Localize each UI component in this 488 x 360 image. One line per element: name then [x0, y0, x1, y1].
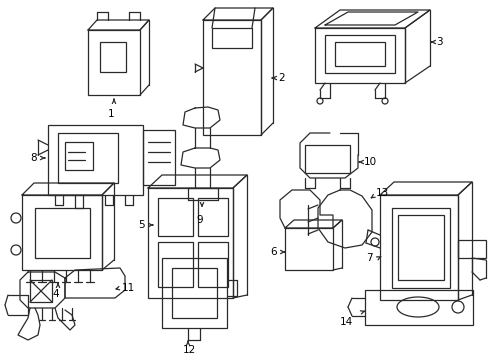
Bar: [172, 268, 217, 318]
Bar: [48, 125, 142, 195]
Bar: [285, 228, 332, 270]
Bar: [305, 145, 349, 173]
Bar: [203, 20, 261, 135]
Bar: [148, 188, 232, 298]
Text: 13: 13: [375, 188, 388, 198]
Bar: [30, 280, 52, 302]
Text: 2: 2: [278, 73, 284, 83]
Text: 9: 9: [196, 215, 202, 225]
Text: 10: 10: [363, 157, 376, 167]
Bar: [334, 42, 384, 66]
Text: 4: 4: [52, 289, 59, 299]
Bar: [35, 208, 90, 258]
Bar: [198, 198, 227, 236]
Text: 1: 1: [108, 109, 114, 119]
Bar: [391, 208, 449, 288]
Text: 6: 6: [269, 247, 276, 257]
Bar: [22, 195, 102, 270]
Bar: [162, 258, 226, 328]
Text: 5: 5: [138, 220, 144, 230]
Bar: [397, 215, 443, 280]
Text: 11: 11: [122, 283, 135, 293]
Bar: [457, 240, 485, 258]
Text: 12: 12: [183, 345, 196, 355]
Bar: [325, 35, 394, 73]
Text: 3: 3: [435, 37, 442, 47]
Text: 14: 14: [339, 317, 352, 327]
Bar: [314, 28, 404, 83]
Bar: [58, 133, 118, 183]
Bar: [212, 28, 251, 48]
Bar: [100, 42, 126, 72]
Bar: [158, 198, 193, 236]
Bar: [142, 130, 175, 185]
Bar: [379, 195, 457, 300]
Bar: [88, 30, 140, 95]
Text: 8: 8: [30, 153, 37, 163]
Bar: [65, 142, 93, 170]
Bar: [158, 242, 193, 287]
Bar: [198, 242, 227, 287]
Text: 7: 7: [365, 253, 372, 263]
Bar: [364, 290, 472, 325]
